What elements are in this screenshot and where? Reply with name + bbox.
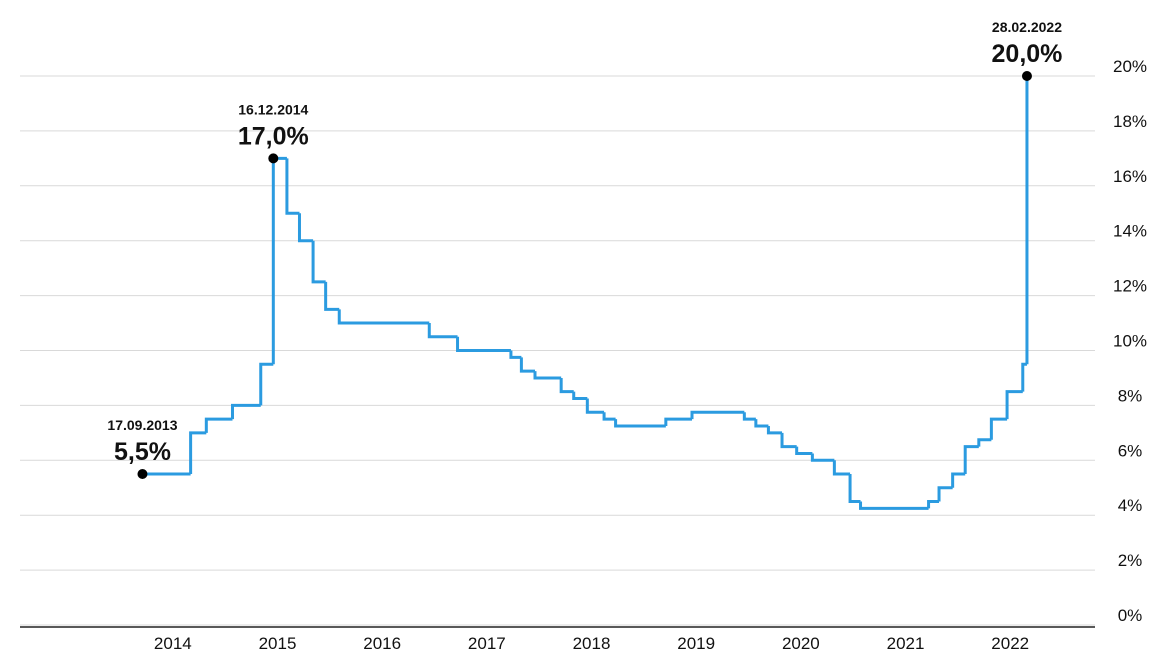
step-segment xyxy=(204,417,233,433)
x-tick-label: 2015 xyxy=(259,634,297,652)
step-segment xyxy=(927,499,940,509)
step-segment xyxy=(311,240,326,284)
step-segment xyxy=(963,445,979,475)
step-segment xyxy=(766,425,783,435)
x-tick-label: 2018 xyxy=(573,634,611,652)
x-tick-label: 2019 xyxy=(677,634,715,652)
step-segment xyxy=(519,357,535,373)
step-segment xyxy=(324,281,340,311)
step-segment xyxy=(427,323,458,339)
value-label: 5,5% xyxy=(114,438,171,466)
step-segment xyxy=(937,486,953,502)
x-tick-label: 2021 xyxy=(887,634,925,652)
y-tick-label: 12% xyxy=(1113,277,1147,296)
step-segment xyxy=(754,419,769,428)
point-marker xyxy=(1021,71,1032,81)
step-segment xyxy=(810,453,835,462)
x-tick-label: 2016 xyxy=(363,634,401,652)
y-tick-label: 4% xyxy=(1118,496,1143,515)
y-tick-label: 0% xyxy=(1118,606,1143,625)
step-segment xyxy=(664,417,693,426)
y-tick-label: 14% xyxy=(1113,222,1147,241)
value-label: 17,0% xyxy=(238,122,309,150)
step-segment xyxy=(337,309,430,325)
step-segment xyxy=(285,158,300,215)
step-segment xyxy=(533,371,562,380)
point-marker xyxy=(268,153,279,164)
step-segment xyxy=(1005,390,1023,420)
step-segment xyxy=(859,501,929,510)
x-tick-label: 2014 xyxy=(154,634,192,652)
step-segment xyxy=(780,432,797,449)
step-segment xyxy=(848,474,861,503)
y-tick-label: 10% xyxy=(1113,332,1147,351)
x-tick-label: 2020 xyxy=(782,634,820,652)
value-label: 20,0% xyxy=(992,40,1063,68)
step-segment xyxy=(614,419,666,428)
date-label: 28.02.2022 xyxy=(992,19,1062,35)
y-tick-label: 20% xyxy=(1113,57,1147,76)
date-label: 17.09.2013 xyxy=(107,417,177,433)
step-segment xyxy=(297,213,314,243)
y-tick-label: 8% xyxy=(1118,386,1143,405)
x-tick-label: 2017 xyxy=(468,634,506,652)
y-tick-label: 16% xyxy=(1113,167,1147,186)
y-tick-label: 2% xyxy=(1118,551,1143,570)
step-segment xyxy=(509,350,522,359)
date-label: 16.12.2014 xyxy=(238,101,308,117)
step-segment xyxy=(832,460,851,476)
step-segment xyxy=(559,377,574,394)
step-segment xyxy=(259,362,274,406)
step-segment xyxy=(977,438,992,447)
step-segment xyxy=(572,391,588,401)
point-marker xyxy=(137,469,148,480)
step-segment xyxy=(230,403,261,420)
step-segment xyxy=(585,398,605,414)
step-segment xyxy=(602,412,616,421)
step-segment xyxy=(795,446,813,455)
step-segment xyxy=(690,410,745,420)
step-segment xyxy=(951,472,966,488)
y-tick-label: 6% xyxy=(1118,441,1143,460)
step-segment xyxy=(742,412,756,421)
x-tick-label: 2022 xyxy=(991,634,1029,652)
step-segment xyxy=(989,417,1008,440)
step-segment xyxy=(189,431,207,475)
y-tick-label: 18% xyxy=(1113,112,1147,131)
step-segment xyxy=(456,336,511,352)
